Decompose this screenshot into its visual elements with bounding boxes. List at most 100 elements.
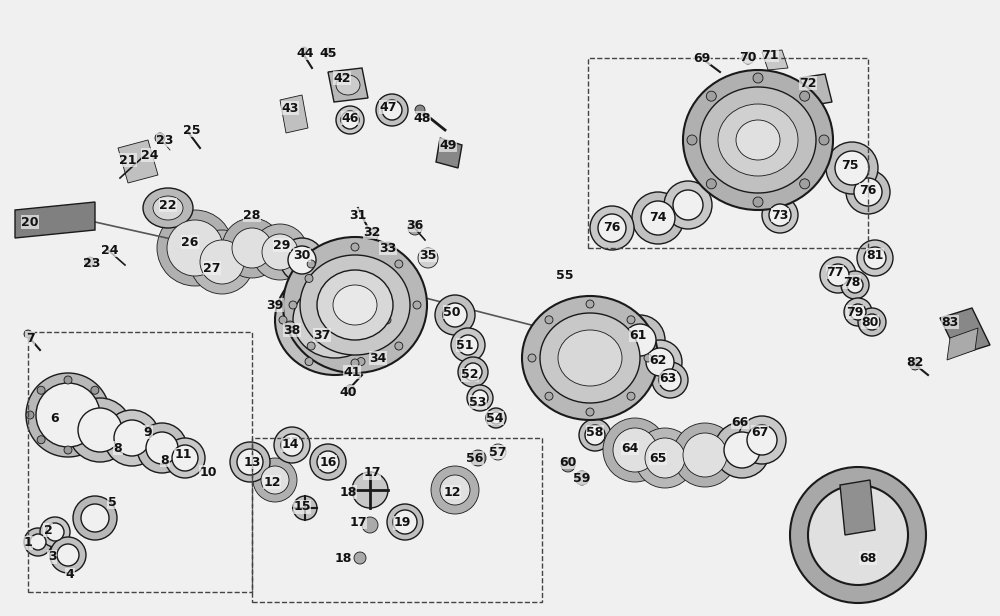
Circle shape [37,436,45,444]
Text: 51: 51 [456,339,474,352]
Circle shape [305,357,313,365]
Text: 17: 17 [363,466,381,479]
Circle shape [440,475,470,505]
Circle shape [844,298,872,326]
Circle shape [586,408,594,416]
Circle shape [858,308,886,336]
Polygon shape [800,74,832,106]
Circle shape [635,428,695,488]
Text: 73: 73 [771,208,789,222]
Circle shape [753,73,763,83]
Circle shape [301,47,307,53]
Text: 27: 27 [203,262,221,275]
Ellipse shape [293,282,377,358]
Text: 41: 41 [343,365,361,378]
Ellipse shape [540,313,640,403]
Circle shape [289,301,297,309]
Text: 29: 29 [273,238,291,251]
Polygon shape [118,140,158,183]
Text: 53: 53 [469,395,487,408]
Text: 72: 72 [799,76,817,89]
Circle shape [307,260,315,268]
Circle shape [910,360,920,370]
Text: 24: 24 [101,243,119,256]
Text: 68: 68 [859,551,877,564]
Text: 10: 10 [199,466,217,479]
Circle shape [382,100,402,120]
Circle shape [68,398,132,462]
Text: 38: 38 [283,323,301,336]
Circle shape [846,170,890,214]
Circle shape [590,206,634,250]
Text: 36: 36 [406,219,424,232]
Circle shape [472,390,488,406]
Text: 50: 50 [443,306,461,318]
Polygon shape [840,480,875,535]
Circle shape [114,420,150,456]
Text: 49: 49 [439,139,457,152]
Circle shape [603,418,667,482]
Circle shape [222,218,282,278]
Bar [588,58,868,248]
Circle shape [826,142,878,194]
Text: 82: 82 [906,355,924,368]
Polygon shape [947,328,978,360]
Text: 43: 43 [281,102,299,115]
Circle shape [451,328,485,362]
Circle shape [81,504,109,532]
Polygon shape [280,95,308,133]
Circle shape [827,264,849,286]
Circle shape [659,369,681,391]
Text: 61: 61 [629,328,647,341]
Circle shape [864,247,886,269]
Circle shape [638,340,682,384]
Text: 30: 30 [293,248,311,262]
Text: 14: 14 [281,439,299,452]
Circle shape [24,330,32,338]
Ellipse shape [700,87,816,193]
Circle shape [252,224,308,280]
Ellipse shape [336,75,360,95]
Circle shape [490,444,506,460]
Circle shape [615,315,665,365]
Circle shape [613,428,657,472]
Text: 18: 18 [334,551,352,564]
Text: 54: 54 [486,411,504,424]
Circle shape [841,271,869,299]
Text: 6: 6 [51,411,59,424]
Circle shape [37,386,45,394]
Circle shape [714,422,770,478]
Circle shape [847,277,863,293]
Circle shape [279,316,287,324]
Bar [28,332,252,592]
Text: 45: 45 [319,46,337,60]
Ellipse shape [300,255,410,355]
Circle shape [383,316,391,324]
Circle shape [310,444,346,480]
Circle shape [24,528,52,556]
Circle shape [232,228,272,268]
Ellipse shape [333,285,377,325]
Circle shape [673,423,737,487]
Text: 19: 19 [393,516,411,530]
Circle shape [36,383,100,447]
Circle shape [172,445,198,471]
Circle shape [864,314,880,330]
Circle shape [418,248,438,268]
Text: 83: 83 [941,315,959,328]
Circle shape [354,552,366,564]
Text: 55: 55 [556,269,574,282]
Circle shape [40,517,70,547]
Circle shape [393,510,417,534]
Circle shape [687,135,697,145]
Text: 9: 9 [144,426,152,439]
Text: 76: 76 [603,221,621,233]
Text: 47: 47 [379,100,397,113]
Circle shape [486,408,506,428]
Circle shape [317,451,339,473]
Text: 80: 80 [861,315,879,328]
Circle shape [307,342,315,350]
Circle shape [165,438,205,478]
Circle shape [464,363,482,381]
Circle shape [645,438,685,478]
